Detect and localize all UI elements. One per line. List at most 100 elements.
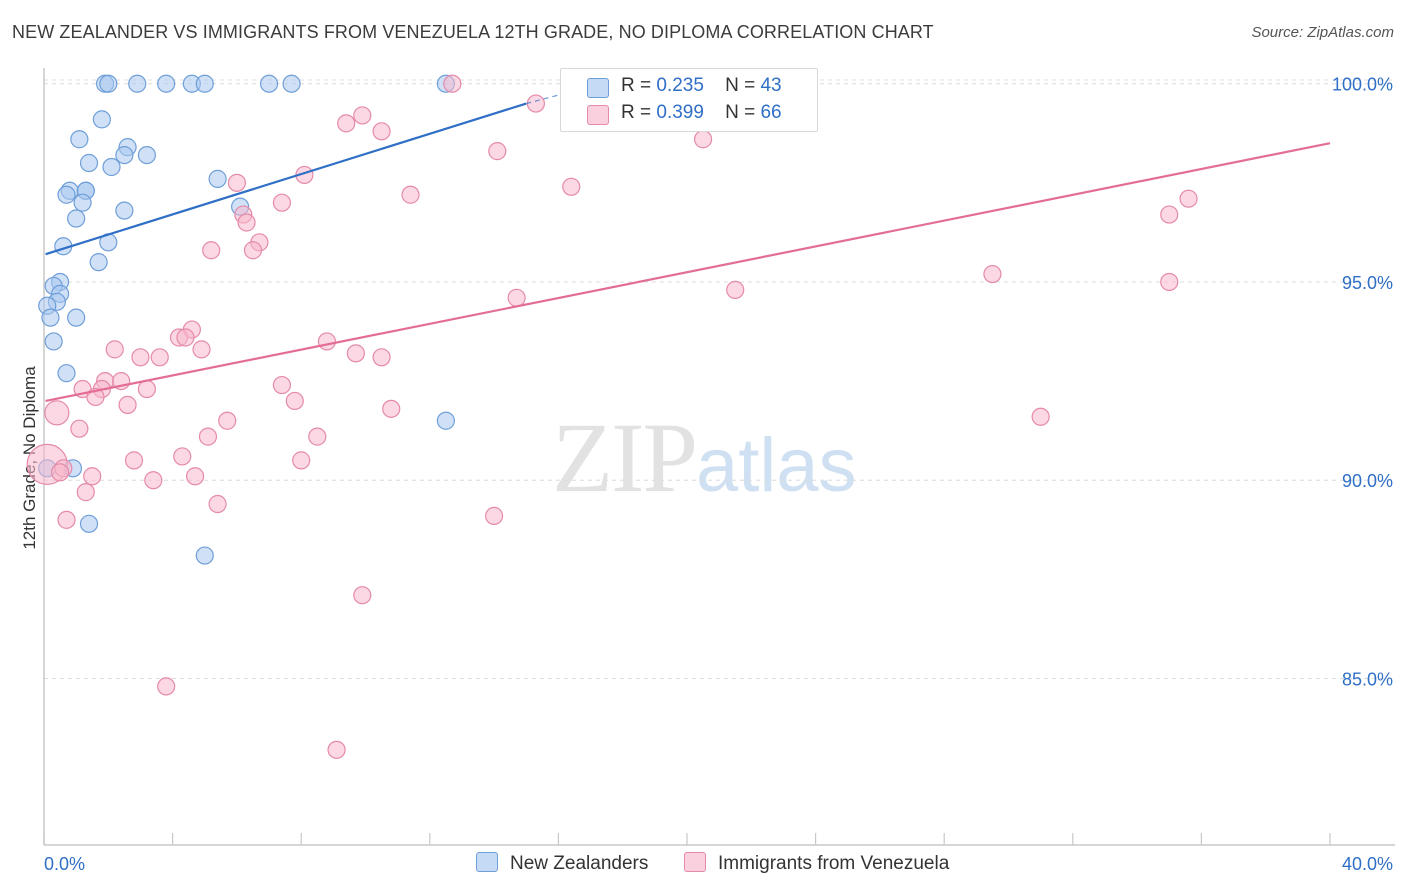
point-immigrants-from-venezuela [76, 483, 95, 502]
watermark-atlas: atlas [696, 423, 857, 508]
point-immigrants-from-venezuela [272, 193, 292, 212]
point-new-zealanders [92, 110, 111, 129]
watermark-zip: ZIP [552, 402, 698, 513]
point-new-zealanders [128, 74, 147, 93]
point-immigrants-from-venezuela [83, 467, 102, 486]
point-immigrants-from-venezuela [208, 494, 227, 514]
legend-r-value: 0.399 [656, 102, 704, 123]
bottom-legend-label: New Zealanders [510, 853, 649, 874]
point-immigrants-from-venezuela [144, 471, 163, 490]
point-new-zealanders [99, 74, 118, 93]
y-tick-label: 90.0% [1342, 471, 1393, 491]
point-immigrants-from-venezuela [50, 463, 70, 482]
point-new-zealanders [57, 185, 76, 204]
bottom-legend-swatch-new-zealanders [476, 852, 498, 872]
point-immigrants-from-venezuela [272, 375, 292, 395]
point-immigrants-from-venezuela [372, 348, 391, 367]
point-immigrants-from-venezuela [105, 340, 124, 359]
point-immigrants-from-venezuela [372, 122, 391, 141]
legend-text: R = 0.399 N = 66 [621, 102, 782, 124]
point-new-zealanders [89, 253, 108, 272]
point-immigrants-from-venezuela [218, 411, 237, 430]
watermark: ZIPatlas [552, 400, 857, 515]
point-new-zealanders [157, 74, 176, 93]
legend-n-value: 66 [760, 102, 782, 123]
legend-text: R = 0.235 N = 43 [621, 75, 782, 97]
point-new-zealanders [102, 157, 121, 177]
point-immigrants-from-venezuela [186, 467, 205, 486]
legend-r-value: 0.235 [656, 75, 704, 96]
point-immigrants-from-venezuela [227, 173, 246, 192]
legend-swatch-immigrants-from-venezuela [587, 105, 609, 125]
point-immigrants-from-venezuela [198, 427, 218, 446]
point-new-zealanders [259, 74, 279, 93]
point-immigrants-from-venezuela [327, 740, 346, 759]
point-immigrants-from-venezuela [337, 114, 356, 133]
point-new-zealanders [436, 411, 455, 430]
bottom-legend-immigrants-from-venezuela: Immigrants from Venezuela [684, 852, 949, 875]
point-immigrants-from-venezuela [485, 506, 504, 526]
point-immigrants-from-venezuela [124, 451, 144, 470]
point-new-zealanders [79, 514, 99, 533]
bottom-legend-swatch-immigrants-from-venezuela [684, 852, 706, 872]
point-immigrants-from-venezuela [173, 447, 192, 466]
bottom-legend-label: Immigrants from Venezuela [718, 853, 950, 874]
legend-swatch-new-zealanders [587, 78, 609, 98]
point-immigrants-from-venezuela [983, 264, 1002, 284]
point-immigrants-from-venezuela [285, 391, 304, 411]
x-tick-label: 40.0% [1342, 854, 1393, 874]
legend-n-label: N = [725, 102, 756, 123]
point-immigrants-from-venezuela [1179, 189, 1198, 208]
point-immigrants-from-venezuela [401, 185, 420, 204]
point-immigrants-from-venezuela [1160, 205, 1179, 224]
point-immigrants-from-venezuela [488, 142, 507, 161]
point-immigrants-from-venezuela [137, 379, 156, 399]
point-new-zealanders [44, 332, 63, 351]
point-new-zealanders [282, 74, 301, 93]
point-immigrants-from-venezuela [44, 400, 70, 426]
point-immigrants-from-venezuela [243, 241, 263, 260]
point-immigrants-from-venezuela [726, 280, 745, 299]
point-immigrants-from-venezuela [70, 419, 89, 438]
point-immigrants-from-venezuela [1031, 407, 1050, 426]
point-immigrants-from-venezuela [693, 130, 713, 149]
legend-r-label: R = [621, 102, 652, 123]
point-immigrants-from-venezuela [131, 348, 150, 367]
point-immigrants-from-venezuela [237, 213, 256, 232]
point-new-zealanders [115, 201, 134, 220]
point-new-zealanders [137, 145, 156, 165]
y-tick-label: 95.0% [1342, 273, 1393, 293]
legend-r-label: R = [621, 75, 652, 96]
point-immigrants-from-venezuela [346, 344, 365, 363]
legend-n-label: N = [725, 75, 756, 96]
point-immigrants-from-venezuela [192, 340, 211, 359]
point-new-zealanders [41, 308, 60, 327]
point-new-zealanders [195, 74, 214, 93]
trendline-new-zealanders [45, 102, 527, 256]
trendline-immigrants-from-venezuela [45, 142, 1331, 402]
point-immigrants-from-venezuela [1160, 272, 1179, 292]
x-tick-label: 0.0% [44, 854, 85, 874]
point-immigrants-from-venezuela [308, 427, 327, 446]
point-immigrants-from-venezuela [202, 241, 221, 260]
point-immigrants-from-venezuela [353, 586, 372, 605]
point-immigrants-from-venezuela [382, 399, 401, 418]
y-tick-label: 100.0% [1332, 75, 1393, 95]
point-new-zealanders [208, 169, 227, 188]
point-new-zealanders [195, 546, 214, 565]
point-new-zealanders [73, 193, 92, 212]
source-label: Source: ZipAtlas.com [1251, 24, 1394, 41]
point-immigrants-from-venezuela [507, 288, 526, 307]
point-new-zealanders [67, 308, 86, 327]
point-immigrants-from-venezuela [150, 348, 169, 367]
point-immigrants-from-venezuela [443, 74, 462, 93]
point-new-zealanders [67, 209, 86, 228]
point-immigrants-from-venezuela [292, 451, 311, 470]
point-new-zealanders [115, 145, 134, 165]
point-new-zealanders [79, 153, 99, 173]
point-immigrants-from-venezuela [176, 328, 195, 347]
point-immigrants-from-venezuela [57, 510, 76, 529]
point-immigrants-from-venezuela [317, 332, 337, 351]
point-immigrants-from-venezuela [526, 94, 545, 113]
